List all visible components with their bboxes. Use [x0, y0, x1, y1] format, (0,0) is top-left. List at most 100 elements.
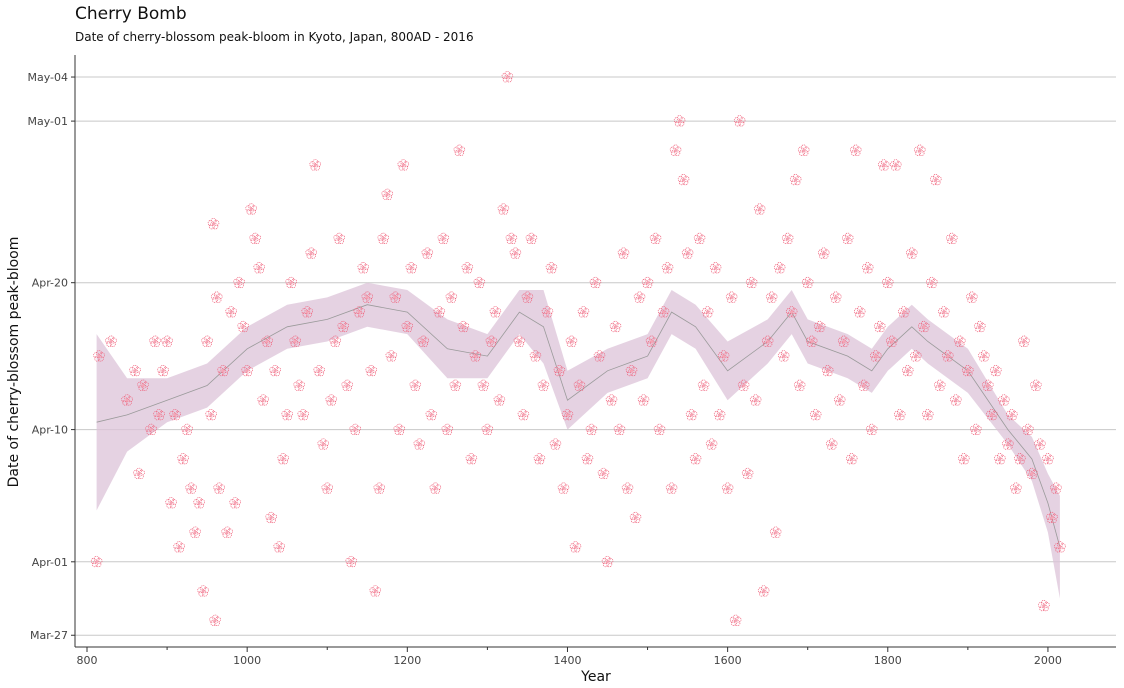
x-tick-label: 1200 [393, 654, 421, 667]
cherry-blossom-icon [369, 585, 382, 597]
cherry-blossom-icon [449, 379, 462, 392]
cherry-blossom-icon [973, 320, 986, 333]
cherry-blossom-icon [689, 452, 702, 465]
cherry-blossom-icon [729, 614, 742, 627]
cherry-blossom-icon [797, 144, 810, 157]
cherry-blossom-icon [549, 438, 562, 450]
cherry-blossom-icon [833, 394, 846, 406]
cherry-blossom-icon [161, 335, 174, 347]
x-tick-label: 800 [77, 654, 98, 667]
cherry-blossom-icon [637, 394, 650, 406]
cherry-blossom-icon [209, 614, 222, 627]
cherry-blossom-icon [769, 526, 782, 538]
cherry-blossom-icon [213, 482, 226, 494]
cherry-blossom-icon [405, 262, 418, 274]
cherry-blossom-icon [557, 482, 570, 494]
cherry-blossom-icon [933, 379, 946, 392]
cherry-blossom-icon [713, 408, 726, 421]
cherry-blossom-icon [325, 394, 338, 406]
grid-lines [75, 76, 1116, 636]
cherry-blossom-icon [201, 335, 214, 347]
cherry-blossom-icon [605, 394, 618, 406]
cherry-blossom-icon [569, 541, 582, 553]
cherry-blossom-icon [189, 526, 202, 538]
cherry-blossom-icon [210, 291, 223, 303]
cherry-blossom-icon [381, 188, 394, 201]
cherry-blossom-icon [277, 452, 290, 465]
cherry-blossom-icon [877, 159, 890, 171]
cherry-blossom-icon [809, 408, 822, 421]
confidence-ribbon [96, 282, 1061, 599]
y-tick-label: Mar-27 [30, 629, 68, 642]
cherry-blossom-icon [781, 232, 794, 245]
cherry-blossom-icon [149, 335, 162, 347]
cherry-blossom-icon [565, 335, 578, 347]
cherry-blossom-icon [633, 291, 646, 303]
cherry-blossom-icon [129, 364, 142, 377]
cherry-blossom-icon [453, 144, 466, 157]
cherry-blossom-icon [1037, 599, 1050, 612]
cherry-blossom-icon [929, 173, 942, 186]
cherry-blossom-icon [157, 364, 170, 377]
cherry-blossom-icon [221, 526, 234, 538]
cherry-blossom-icon [373, 482, 386, 494]
cherry-blossom-icon [1029, 379, 1042, 392]
cherry-blossom-icon [649, 232, 662, 245]
cherry-blossom-icon [741, 467, 754, 480]
cherry-blossom-icon [753, 203, 766, 215]
cherry-blossom-icon [273, 541, 286, 553]
cherry-blossom-icon [365, 364, 378, 377]
cherry-blossom-icon [749, 394, 762, 406]
cherry-blossom-icon [177, 452, 190, 465]
cherry-blossom-icon [425, 408, 438, 421]
cherry-blossom-icon [949, 394, 962, 406]
cherry-blossom-icon [829, 291, 842, 303]
cherry-blossom-icon [701, 306, 714, 318]
cherry-blossom-icon [193, 497, 206, 509]
x-tick-label: 1600 [714, 654, 742, 667]
x-tick-label: 1000 [233, 654, 261, 667]
chart-title: Cherry Bomb [75, 4, 187, 24]
cherry-blossom-icon [1005, 408, 1018, 421]
cherry-blossom-icon [293, 379, 306, 392]
cherry-blossom-icon [509, 247, 522, 259]
cherry-blossom-icon [765, 291, 778, 303]
cherry-blossom-icon [409, 379, 422, 392]
cherry-blossom-icon [497, 203, 510, 215]
cherry-blossom-icon [725, 291, 738, 303]
cherry-blossom-icon [677, 173, 690, 186]
cherry-blossom-icon [229, 497, 242, 509]
cherry-blossom-icon [385, 350, 398, 362]
axes: Mar-27 Apr-01 Apr-10 Apr-20 May-01 May-04 800 1… [27, 55, 1116, 667]
cherry-blossom-icon [165, 497, 178, 509]
cherry-blossom-icon [377, 232, 390, 245]
cherry-blossom-icon [993, 452, 1006, 465]
cherry-blossom-icon [205, 408, 218, 421]
cherry-blossom-icon [825, 438, 838, 450]
cherry-blossom-icon [333, 232, 346, 245]
cherry-blossom-icon [697, 379, 710, 392]
cherry-blossom-icon [853, 306, 866, 318]
cherry-blossom-icon [665, 482, 678, 494]
cherry-blossom-icon [597, 467, 610, 480]
cherry-blossom-icon [185, 482, 198, 494]
cherry-blossom-icon [681, 247, 694, 259]
cherry-blossom-icon [873, 320, 886, 333]
cherry-blossom-icon [709, 262, 722, 274]
cherry-blossom-icon [421, 247, 434, 259]
x-axis-title: Year [580, 669, 611, 685]
y-tick-label: Apr-20 [32, 277, 68, 290]
cherry-blossom-icon [661, 262, 674, 274]
cherry-blossom-icon [445, 291, 458, 303]
ribbon-area [96, 282, 1060, 599]
cherry-blossom-icon [105, 335, 117, 347]
cherry-blossom-icon [705, 438, 718, 450]
cherry-blossom-icon [533, 452, 546, 465]
cherry-blossom-icon [1041, 452, 1054, 465]
cherry-blossom-icon [207, 217, 220, 230]
cherry-blossom-icon [245, 203, 258, 215]
cherry-blossom-icon [997, 394, 1010, 406]
cherry-blossom-icon [1033, 438, 1046, 450]
cherry-blossom-icon [545, 262, 558, 274]
cherry-blossom-icon [357, 262, 370, 274]
